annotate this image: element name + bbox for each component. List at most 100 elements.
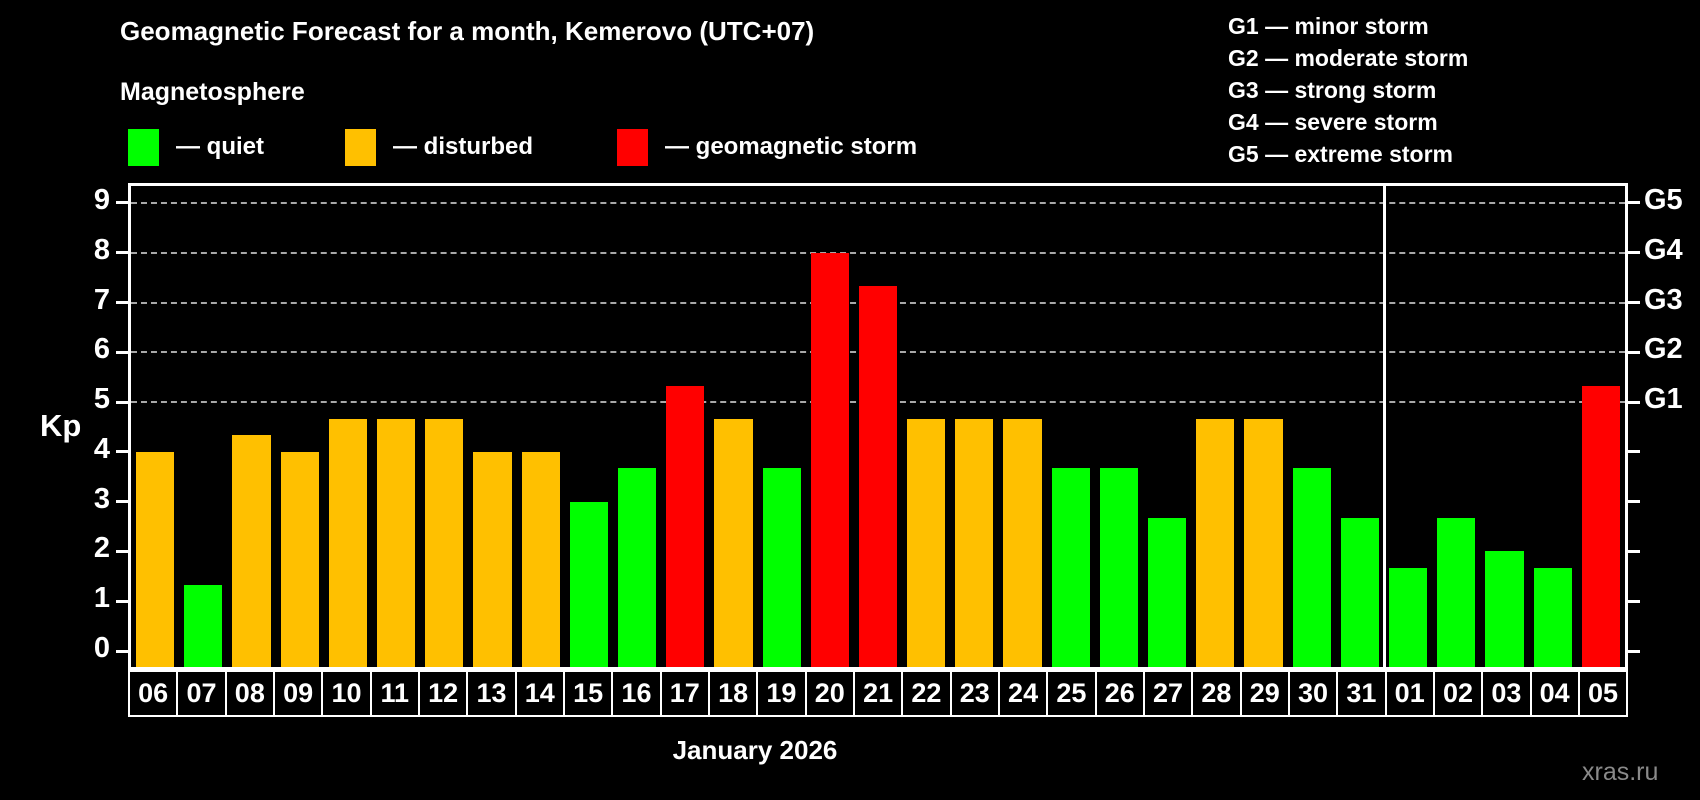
day-cell: 02	[1432, 670, 1484, 717]
storm-color-swatch	[617, 128, 648, 166]
day-cell: 03	[1481, 670, 1532, 717]
g-axis-label: G5	[1644, 183, 1683, 216]
kp-bar-day-27	[1148, 518, 1187, 667]
g-axis-tick	[1628, 599, 1640, 603]
day-cell: 05	[1577, 670, 1629, 717]
kp-bar-day-03	[1485, 551, 1524, 667]
day-cell: 14	[514, 670, 565, 717]
y-axis-tick	[116, 500, 128, 504]
day-cell: 27	[1142, 670, 1194, 717]
g-axis-tick	[1628, 549, 1640, 553]
day-cell: 04	[1529, 670, 1580, 717]
day-cell: 01	[1384, 670, 1435, 717]
kp-bar-day-13	[473, 451, 512, 667]
y-axis-tick-label: 8	[93, 233, 110, 266]
kp-bar-day-08	[232, 435, 271, 667]
watermark: xras.ru	[1582, 758, 1659, 786]
y-axis-tick	[116, 599, 128, 603]
quiet-color-swatch	[128, 128, 159, 166]
legend-item-disturbed: — disturbed	[345, 128, 533, 166]
y-axis-tick-label: 4	[93, 432, 110, 465]
y-axis-title: Kp	[40, 408, 82, 443]
y-axis-tick-label: 9	[93, 183, 110, 216]
g-axis-tick	[1628, 450, 1640, 454]
x-axis-day-row: 06 07 08 09 10 11 12 13 14 15 16 17 18 19 20 21 22 23 24 25…	[128, 670, 1629, 717]
day-cell: 28	[1191, 670, 1242, 717]
kp-bar-day-06	[136, 451, 175, 667]
day-cell: 11	[369, 670, 420, 717]
day-cell: 07	[176, 670, 227, 717]
kp-bar-day-01	[1389, 567, 1428, 667]
kp-bar-day-14	[521, 451, 560, 667]
day-cell: 19	[756, 670, 807, 717]
g-axis-tick	[1628, 400, 1640, 404]
kp-bar-day-04	[1533, 567, 1572, 667]
day-cell: 17	[659, 670, 710, 717]
g-axis-tick	[1628, 500, 1640, 504]
kp-bar-day-12	[425, 418, 464, 667]
storm-scale-legend-line: G4 — severe storm	[1228, 109, 1438, 135]
day-cell: 23	[949, 670, 1000, 717]
grid-line	[131, 251, 1625, 254]
day-cell: 29	[1239, 670, 1290, 717]
kp-bar-day-30	[1292, 468, 1331, 667]
storm-scale-legend-line: G2 — moderate storm	[1228, 45, 1469, 71]
kp-bar-day-11	[376, 418, 416, 667]
chart-title: Geomagnetic Forecast for a month, Kemero…	[120, 16, 815, 46]
y-axis-tick	[116, 251, 128, 255]
y-axis-tick-label: 1	[93, 582, 110, 615]
y-axis-tick	[116, 301, 128, 304]
y-axis-tick	[116, 350, 128, 354]
legend-label: — disturbed	[393, 133, 534, 160]
g-axis-label: G2	[1644, 333, 1683, 366]
storm-scale-legend-line: G1 — minor storm	[1228, 13, 1429, 39]
g-axis-tick	[1628, 350, 1640, 354]
kp-bar-day-23	[955, 418, 994, 667]
kp-bar-day-18	[714, 418, 753, 667]
day-cell: 31	[1336, 670, 1387, 717]
day-cell: 12	[417, 670, 469, 717]
y-axis-tick-label: 2	[93, 532, 110, 565]
day-cell: 08	[224, 670, 275, 717]
kp-bar-day-17	[666, 385, 705, 667]
day-cell: 25	[1046, 670, 1097, 717]
y-axis-tick	[116, 400, 128, 404]
day-cell: 20	[804, 670, 855, 717]
kp-bar-day-05	[1581, 385, 1620, 667]
kp-bar-day-19	[762, 468, 801, 667]
kp-bar-day-28	[1196, 418, 1235, 667]
day-cell: 18	[707, 670, 759, 717]
y-axis-tick-label: 5	[93, 383, 110, 416]
kp-bar-day-29	[1244, 418, 1283, 667]
kp-bar-day-09	[280, 451, 319, 667]
g-axis-label: G3	[1644, 283, 1683, 316]
day-cell: 13	[466, 670, 517, 717]
y-axis-tick-label: 3	[93, 482, 110, 515]
kp-bar-day-16	[617, 468, 657, 667]
kp-bar-day-26	[1099, 468, 1139, 667]
g-axis-tick	[1628, 251, 1640, 255]
y-axis-tick-label: 7	[93, 283, 110, 316]
g-axis-tick	[1628, 201, 1640, 205]
y-axis-tick-label: 0	[93, 632, 110, 665]
kp-bar-day-10	[328, 418, 367, 667]
month-separator-line	[1382, 186, 1386, 667]
day-cell: 30	[1287, 670, 1339, 717]
kp-bar-day-21	[858, 286, 898, 667]
kp-bar-day-02	[1437, 518, 1476, 667]
g-axis-tick	[1628, 301, 1640, 304]
kp-bar-day-15	[569, 501, 608, 667]
g-axis-label: G4	[1644, 233, 1683, 266]
legend-item-quiet: — quiet	[128, 128, 264, 166]
grid-line	[131, 201, 1625, 204]
kp-bar-day-31	[1340, 518, 1380, 667]
g-axis-label: G1	[1644, 383, 1683, 416]
day-cell: 26	[1094, 670, 1145, 717]
day-cell: 16	[611, 670, 662, 717]
kp-bar-day-20	[810, 252, 849, 667]
g-axis-tick	[1628, 649, 1640, 653]
y-axis-tick-label: 6	[93, 333, 110, 366]
storm-scale-legend-line: G5 — extreme storm	[1228, 141, 1453, 167]
day-cell: 21	[852, 670, 904, 717]
